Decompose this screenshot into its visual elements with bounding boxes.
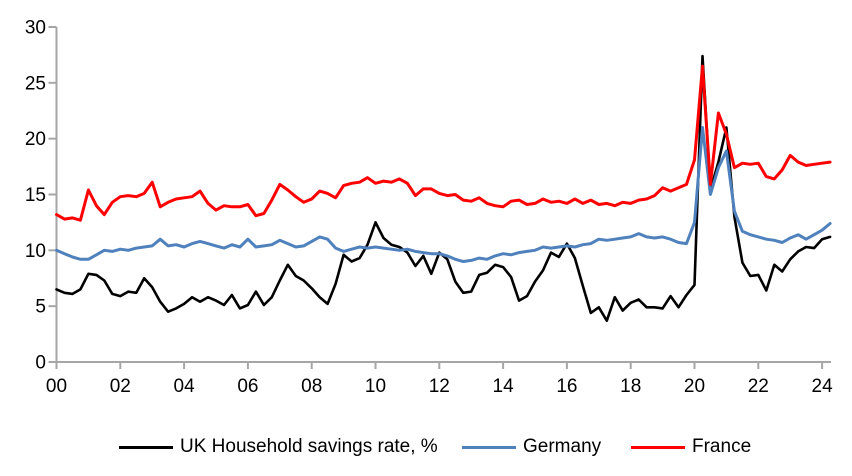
- x-tick-label: 00: [46, 376, 67, 397]
- y-tick-label: 5: [35, 297, 46, 318]
- x-tick-label: 08: [301, 376, 322, 397]
- x-tick-label: 06: [237, 376, 258, 397]
- axes: [48, 25, 831, 369]
- y-tick-label: 10: [25, 241, 46, 262]
- series-line-2: [55, 64, 832, 222]
- x-tick-label: 14: [493, 376, 515, 397]
- x-tick-label: 04: [174, 376, 196, 397]
- axis-tick-labels: 0 5 10 15 20 25 30 00 02 04 06 08 10 12 14 16 18 20 22 24: [25, 17, 833, 397]
- y-tick-label: 15: [25, 185, 46, 206]
- legend-item-1: Germany: [462, 436, 601, 458]
- x-tick-label: 22: [748, 376, 769, 397]
- series-lines: [55, 54, 832, 323]
- legend-label: France: [692, 436, 752, 457]
- y-tick-label: 25: [25, 73, 46, 94]
- chart-canvas: 0 5 10 15 20 25 30 00 02 04 06 08 10 12 14 16 18 20 22 24: [25, 17, 833, 397]
- legend-line-swatch: [119, 445, 173, 449]
- legend-item-2: France: [631, 436, 751, 458]
- x-tick-label: 18: [620, 376, 641, 397]
- y-tick-label: 0: [35, 353, 46, 374]
- legend-line-swatch: [631, 445, 685, 449]
- y-tick-label: 20: [25, 129, 46, 150]
- x-tick-label: 16: [556, 376, 577, 397]
- x-tick-label: 20: [684, 376, 705, 397]
- series-line-0: [55, 54, 832, 323]
- chart-legend: UK Household savings rate, % Germany Franc…: [0, 436, 852, 462]
- x-tick-label: 12: [429, 376, 450, 397]
- x-tick-label: 10: [365, 376, 386, 397]
- legend-line-swatch: [462, 445, 516, 449]
- x-tick-label: 02: [110, 376, 131, 397]
- y-tick-label: 30: [25, 17, 46, 38]
- series-line-1: [55, 126, 832, 263]
- legend-item-0: UK Household savings rate, %: [119, 436, 438, 458]
- legend-label: Germany: [523, 436, 602, 457]
- x-tick-label: 24: [812, 376, 834, 397]
- legend-label: UK Household savings rate, %: [180, 436, 438, 457]
